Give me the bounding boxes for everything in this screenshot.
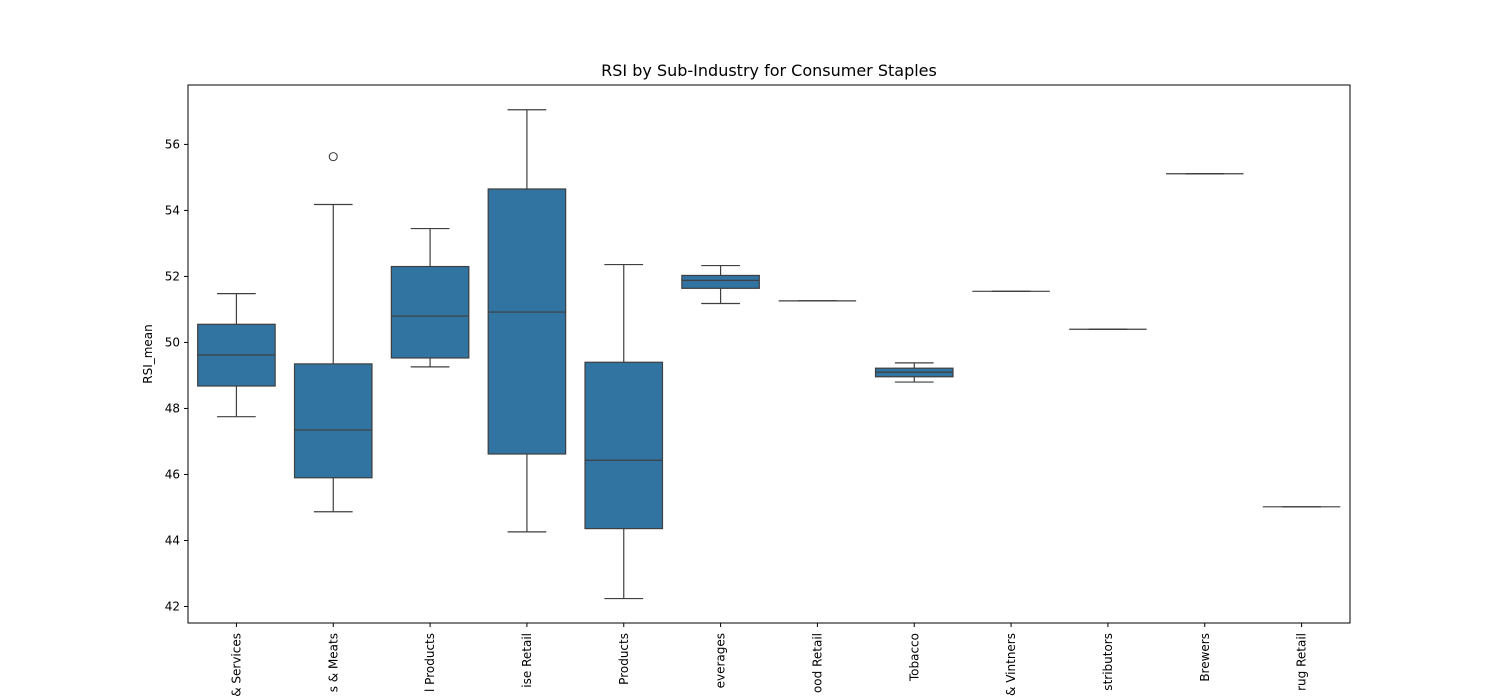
x-tick-label: rug Retail: [1295, 633, 1309, 691]
plot-frame: [187, 84, 1351, 624]
outlier-point: [328, 152, 338, 162]
y-axis-label: RSI_mean: [141, 324, 155, 384]
y-tick-label: 48: [165, 401, 180, 415]
x-tick-label: stributors: [1101, 633, 1115, 691]
y-tick-label: 54: [165, 203, 180, 217]
box-group: [584, 263, 664, 600]
y-tick-label: 50: [165, 335, 180, 349]
x-tick-label: Tobacco: [907, 633, 921, 682]
y-tick-label: 46: [165, 467, 180, 481]
chart-title: RSI by Sub-Industry for Consumer Staples: [601, 61, 937, 80]
x-tick-label: ise Retail: [520, 633, 534, 688]
y-axis: 42 44 46 48 50 52 54 56: [165, 137, 188, 613]
box-group: [487, 109, 567, 533]
x-tick-label: & Vintners: [1004, 633, 1018, 696]
y-tick-label: 56: [165, 137, 180, 151]
box-group: [874, 362, 954, 383]
x-tick-label: l Products: [423, 633, 437, 692]
x-axis: & Services s & Meats l Products ise Retail P…: [229, 623, 1309, 697]
y-tick-label: 42: [165, 599, 180, 613]
box-group: [293, 152, 373, 513]
y-tick-label: 44: [165, 533, 180, 547]
plot-area: [197, 109, 1341, 600]
x-tick-label: Brewers: [1198, 633, 1212, 682]
iqr-box: [293, 363, 373, 479]
iqr-box: [390, 265, 470, 359]
x-tick-label: & Services: [229, 633, 243, 697]
box-group: [197, 292, 276, 418]
x-tick-label: s & Meats: [326, 633, 340, 692]
iqr-box: [584, 361, 664, 530]
x-tick-label: everages: [714, 633, 728, 688]
iqr-box: [681, 274, 760, 289]
x-tick-label: Products: [617, 633, 631, 685]
iqr-box: [487, 188, 567, 455]
y-tick-label: 52: [165, 269, 180, 283]
box-group: [390, 227, 470, 368]
box-group: [681, 264, 760, 305]
x-tick-label: ood Retail: [810, 633, 824, 693]
